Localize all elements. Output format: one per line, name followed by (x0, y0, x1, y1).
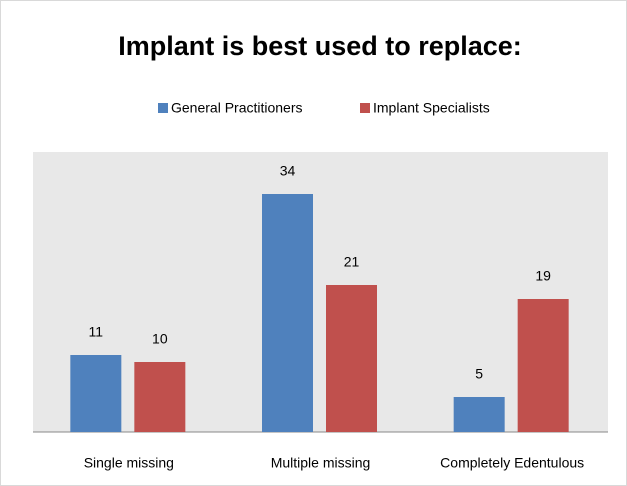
x-tick-label: Multiple missing (271, 455, 371, 471)
bar (326, 285, 377, 432)
bar (453, 397, 505, 432)
data-label: 5 (475, 366, 483, 382)
bar (262, 194, 313, 432)
bar (70, 355, 122, 432)
plot-area (33, 152, 608, 432)
legend-label: Implant Specialists (373, 100, 490, 116)
data-label: 10 (152, 331, 168, 347)
bar (517, 299, 569, 432)
bar (134, 362, 186, 432)
legend-swatch (360, 103, 370, 113)
x-tick-label: Single missing (84, 455, 174, 471)
legend-label: General Practitioners (171, 100, 303, 116)
data-label: 21 (344, 254, 360, 270)
data-label: 19 (535, 268, 551, 284)
data-label: 11 (89, 324, 104, 340)
x-tick-label: Completely Edentulous (440, 455, 584, 471)
data-label: 34 (280, 163, 296, 179)
legend-swatch (158, 103, 168, 113)
chart-title: Implant is best used to replace: (118, 31, 522, 61)
